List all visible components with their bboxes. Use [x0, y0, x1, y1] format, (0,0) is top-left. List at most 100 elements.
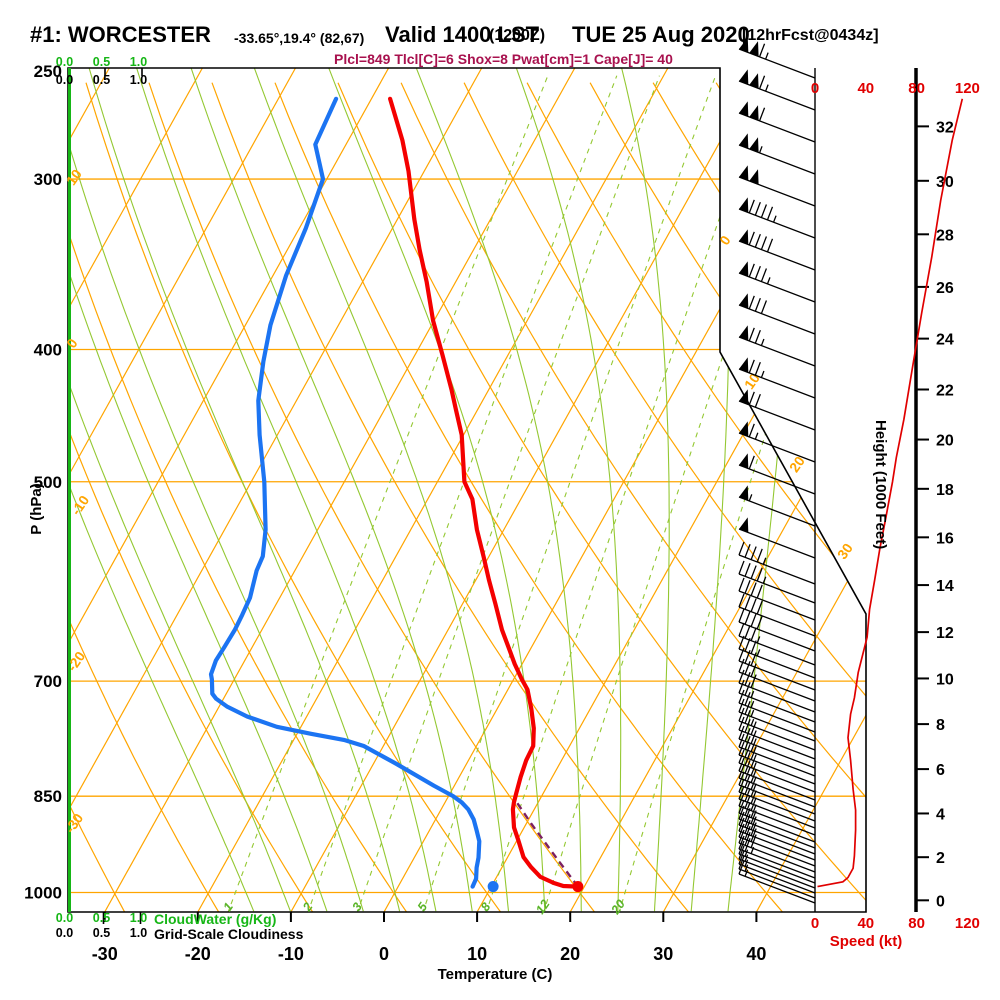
chart-element	[754, 393, 761, 408]
dry-adiabat-line	[968, 83, 1000, 913]
moist-adiabat-line	[620, 68, 670, 912]
scale-tick: 0.5	[92, 73, 111, 87]
chart-element	[738, 764, 745, 779]
chart-element	[750, 598, 757, 612]
temperature-tick-label: 0	[379, 944, 389, 964]
wind-barb	[738, 197, 816, 239]
chart-element	[750, 690, 755, 698]
chart-element	[738, 792, 745, 807]
chart-element	[738, 590, 816, 621]
chart-element	[738, 240, 816, 271]
chart-element	[738, 707, 745, 722]
chart-element	[738, 799, 745, 814]
chart-element	[766, 206, 774, 221]
wind-barb	[738, 698, 816, 742]
chart-element	[744, 820, 751, 834]
chart-element	[754, 265, 761, 280]
chart-element	[744, 781, 751, 795]
wind-barb	[738, 823, 816, 867]
chart-element	[739, 357, 749, 373]
wind-barb	[738, 817, 816, 861]
chart-element	[744, 752, 751, 766]
wind-barb	[738, 541, 816, 585]
chart-element	[750, 834, 757, 848]
dry-adiabat-line	[68, 82, 126, 912]
pressure-tick-label: 300	[34, 170, 62, 189]
station-title: #1: WORCESTER	[30, 22, 211, 47]
chart-element	[739, 421, 749, 437]
wind-barb	[738, 69, 816, 111]
chart-element	[739, 69, 749, 85]
cloudiness-scale-bottom: 0.0 0.5 1.0	[46, 926, 158, 940]
chart-element	[738, 853, 816, 884]
chart-element	[738, 817, 745, 832]
chart-element	[749, 105, 759, 121]
chart-element	[750, 783, 757, 797]
chart-element	[749, 73, 759, 89]
chart-element	[738, 840, 745, 855]
station-coords: -33.65°,19.4° (82,67)	[234, 30, 365, 46]
chart-element	[754, 297, 761, 312]
chart-element	[758, 75, 766, 90]
chart-element	[738, 671, 816, 702]
surface-dewpoint-dot	[487, 881, 499, 893]
chart-element	[738, 754, 816, 785]
wind-barb	[738, 485, 816, 527]
wind-barb	[738, 860, 816, 904]
valid-zulu: (1200Z)	[489, 27, 546, 44]
chart-element	[738, 785, 745, 800]
chart-element	[748, 263, 755, 278]
isotherm-line	[755, 68, 866, 912]
height-tick-label: 8	[936, 717, 945, 734]
chart-element	[738, 689, 745, 704]
wind-barb	[738, 757, 816, 801]
chart-element	[738, 560, 745, 575]
chart-element	[760, 268, 768, 282]
speed-axis-title: Speed (kt)	[829, 933, 903, 950]
scale-tick: 0.0	[55, 73, 74, 87]
height-tick-label: 14	[936, 578, 954, 595]
pressure-tick-label: 850	[34, 787, 62, 806]
chart-element	[738, 741, 745, 756]
wind-barb	[738, 805, 816, 849]
dry-adiabat-line	[337, 82, 866, 912]
pressure-tick-label: 1000	[24, 884, 62, 903]
chart-element	[744, 719, 751, 733]
chart-element	[738, 698, 745, 713]
chart-element	[738, 738, 816, 769]
chart-element	[756, 615, 763, 630]
height-tick-label: 10	[936, 671, 954, 688]
mixing-ratio-line	[356, 75, 660, 912]
wind-barb	[738, 229, 816, 271]
temperature-tick-label: -10	[278, 944, 304, 964]
cloudiness-axis-label: Grid-Scale Cloudiness	[154, 926, 304, 942]
chart-element	[738, 845, 745, 860]
height-tick-label: 0	[936, 893, 945, 910]
wind-barb	[738, 799, 816, 843]
chart-element	[738, 554, 816, 585]
chart-element	[744, 869, 749, 877]
isotherm-line	[290, 68, 762, 912]
wind-barb	[738, 785, 816, 829]
wind-speed-curve	[817, 98, 964, 888]
moist-adiabat-line	[327, 68, 546, 912]
temperature-axis-title: Temperature (C)	[437, 966, 553, 983]
moist-adiabat-line	[515, 68, 622, 912]
chart-element	[738, 823, 745, 838]
chart-element	[739, 37, 749, 53]
dry-adiabat-line	[400, 82, 866, 912]
chart-element	[744, 808, 751, 822]
wind-barb	[738, 707, 816, 751]
temperature-curve	[388, 96, 580, 889]
chart-element	[738, 725, 745, 740]
chart-element	[750, 721, 757, 735]
chart-element	[738, 863, 816, 894]
wind-barb	[738, 850, 816, 894]
chart-element	[750, 746, 757, 760]
scale-tick: 0.5	[92, 911, 111, 925]
chart-element	[738, 771, 745, 786]
forecast-tag: [12hrFcst@0434z]	[742, 27, 879, 44]
wind-barb	[738, 133, 816, 175]
